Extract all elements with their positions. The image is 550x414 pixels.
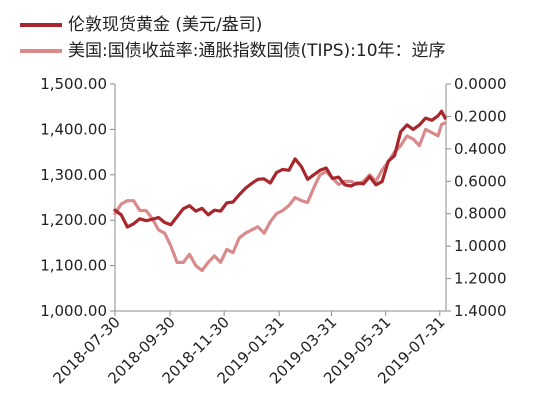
y-left-tick-label: 1,300.00 bbox=[40, 166, 107, 184]
series-line-gold bbox=[113, 109, 447, 229]
legend-swatch-tips bbox=[20, 49, 62, 53]
legend-item-tips: 美国:国债收益率:通胀指数国债(TIPS):10年：逆序 bbox=[20, 36, 446, 61]
legend-item-gold: 伦敦现货黄金 (美元/盎司) bbox=[20, 10, 262, 35]
y-left-tick-label: 1,000.00 bbox=[40, 302, 107, 320]
y-right-tick-label: 1.2000 bbox=[454, 270, 507, 288]
legend-label-gold: 伦敦现货黄金 (美元/盎司) bbox=[68, 15, 263, 35]
y-left-tick-label: 1,500.00 bbox=[40, 75, 107, 93]
y-right-tick-label: 1.0000 bbox=[454, 237, 507, 255]
y-left-tick-label: 1,400.00 bbox=[40, 120, 107, 138]
y-right-tick-label: 1.4000 bbox=[454, 302, 507, 320]
y-right-tick-label: 0.8000 bbox=[454, 205, 507, 223]
y-right-tick-label: 0.6000 bbox=[454, 172, 507, 190]
y-left-tick-label: 1,100.00 bbox=[40, 257, 107, 275]
legend-label-tips: 美国:国债收益率:通胀指数国债(TIPS):10年：逆序 bbox=[68, 41, 446, 61]
y-right-tick-label: 0.2000 bbox=[454, 107, 507, 125]
legend-swatch-gold bbox=[20, 23, 62, 27]
y-right-tick-label: 0.0000 bbox=[454, 75, 507, 93]
series-line-tips bbox=[113, 121, 447, 273]
y-left-tick-label: 1,200.00 bbox=[40, 211, 107, 229]
y-right-tick-label: 0.4000 bbox=[454, 140, 507, 158]
